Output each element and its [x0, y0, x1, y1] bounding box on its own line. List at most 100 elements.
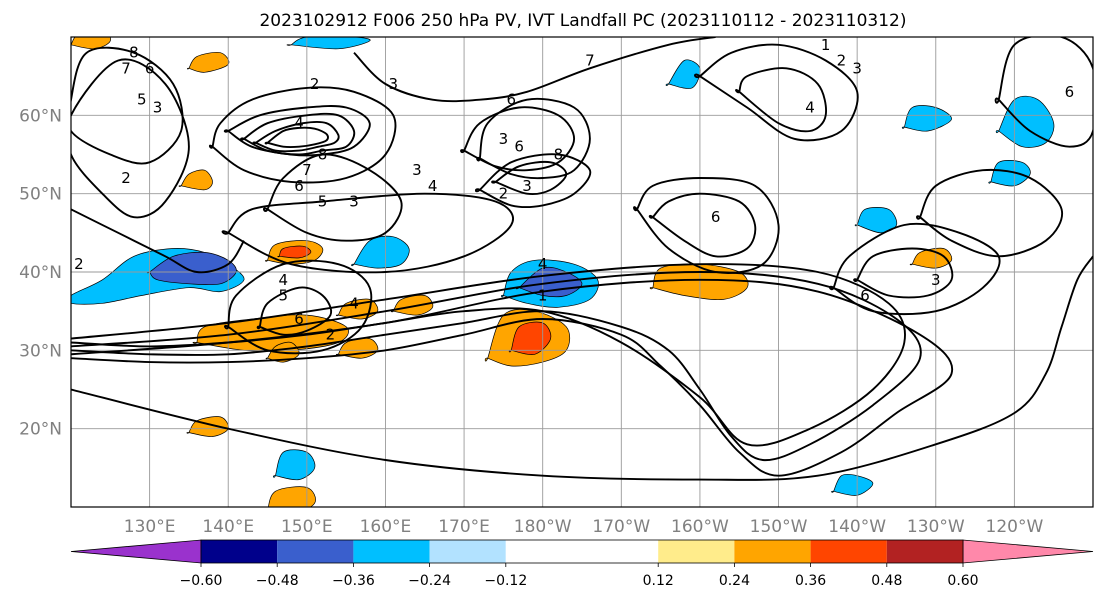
- contour-label-25: 3: [852, 59, 862, 77]
- ivt-contour-11: [491, 160, 568, 196]
- ivt-contour-0: [71, 278, 954, 477]
- ivt-contour-16: [694, 43, 859, 142]
- x-tick-label-10: 130°W: [907, 517, 965, 537]
- colorbar-tick-label-3: −0.24: [408, 573, 451, 589]
- ivt-contour-2: [71, 263, 906, 447]
- colorbar-extend-low: [70, 539, 202, 564]
- ivt-contour-13: [648, 192, 757, 258]
- ivt-contour-19: [256, 286, 333, 336]
- colorbar-tick-label-7: 0.36: [795, 573, 826, 589]
- pv-anomaly-region-1: [147, 251, 237, 286]
- ivt-contour-20: [224, 259, 373, 355]
- ivt-contour-15: [735, 67, 827, 133]
- x-tick-label-4: 170°E: [438, 517, 490, 537]
- ivt-contour-22: [853, 247, 954, 299]
- colorbar-bin-1: [277, 540, 354, 563]
- contour-label-18: 3: [499, 130, 509, 148]
- pv-anomaly-region-28: [178, 169, 213, 191]
- chart-title: 2023102912 F006 250 hPa PV, IVT Landfall…: [259, 11, 906, 31]
- contour-label-15: 4: [428, 177, 438, 195]
- ivt-contour-3: [71, 255, 1093, 481]
- x-tick-label-9: 140°W: [828, 517, 886, 537]
- contour-label-20: 2: [499, 185, 509, 203]
- colorbar-bin-2: [353, 540, 430, 563]
- contour-label-9: 6: [294, 177, 304, 195]
- y-tick-labels: 20°N 30°N 40°N 50°N 60°N: [19, 106, 62, 439]
- contour-label-21: 3: [522, 177, 532, 195]
- colorbar-tick-label-8: 0.48: [871, 573, 902, 589]
- x-tick-label-3: 160°E: [360, 517, 412, 537]
- pv-anomaly-region-9: [286, 37, 371, 50]
- contour-label-16: 6: [506, 91, 516, 109]
- ivt-contour-28: [71, 208, 245, 274]
- ivt-contour-10: [476, 97, 591, 180]
- contour-label-28: 4: [538, 255, 548, 273]
- colorbar-tick-label-5: 0.12: [643, 573, 674, 589]
- ivt-contour-26: [71, 58, 190, 219]
- x-tick-label-8: 150°W: [750, 517, 808, 537]
- ivt-contour-6: [252, 121, 340, 153]
- colorbar-bin-6: [734, 540, 811, 563]
- contour-label-26: 4: [805, 99, 815, 117]
- contour-label-8: 7: [302, 161, 312, 179]
- x-tick-label-0: 130°E: [124, 517, 176, 537]
- contour-label-32: 6: [294, 310, 304, 328]
- contour-label-11: 3: [349, 193, 359, 211]
- ivt-contour-12: [474, 153, 592, 209]
- contour-label-34: 4: [278, 271, 288, 289]
- contour-label-12: 3: [412, 161, 422, 179]
- ivt-contours-layer: [71, 37, 1093, 481]
- contour-label-10: 5: [318, 193, 328, 211]
- ivt-contour-14: [633, 177, 780, 274]
- colorbar-frame: [200, 539, 964, 564]
- contour-label-22: 7: [585, 52, 595, 70]
- contour-label-29: 1: [538, 287, 548, 305]
- ivt-contour-7: [264, 126, 329, 149]
- y-tick-label-4: 60°N: [19, 106, 62, 126]
- contour-label-36: 3: [931, 271, 941, 289]
- x-tick-labels: 130°E 140°E 150°E 160°E 170°E 180°W 170°W 160°W…: [124, 517, 1044, 537]
- ivt-contour-27: [353, 37, 716, 103]
- ivt-contour-21: [829, 222, 1001, 316]
- contour-label-4: 3: [153, 99, 163, 117]
- contour-label-0: 8: [129, 44, 139, 62]
- contour-label-14: 3: [389, 75, 399, 93]
- ivt-contour-1: [71, 271, 922, 462]
- contour-label-3: 5: [137, 91, 147, 109]
- colorbar-tick-label-1: −0.48: [256, 573, 299, 589]
- colorbar-bin-3: [429, 540, 506, 563]
- contour-label-35: 2: [74, 255, 84, 273]
- contour-label-23: 1: [821, 36, 831, 54]
- contour-label-30: 2: [326, 326, 336, 344]
- colorbar-bin-4: [505, 540, 659, 563]
- colorbar-bin-7: [810, 540, 887, 563]
- contour-label-13: 2: [310, 75, 320, 93]
- pv-anomaly-region-11: [665, 59, 701, 89]
- x-tick-label-2: 150°E: [281, 517, 333, 537]
- ivt-contour-17: [263, 153, 403, 242]
- ivt-contour-5: [240, 112, 356, 156]
- contour-label-24: 2: [837, 52, 847, 70]
- contour-label-7: 8: [318, 146, 328, 164]
- colorbar-bin-0: [201, 540, 278, 563]
- contour-label-31: 4: [349, 294, 359, 312]
- colorbar-tick-label-4: −0.12: [484, 573, 527, 589]
- contour-label-2: 6: [145, 59, 155, 77]
- pv-anomaly-region-24: [71, 37, 111, 50]
- colorbar: −0.60 −0.48 −0.36 −0.24 −0.12 0.12 0.24 0.36 0.4…: [70, 539, 1094, 589]
- ivt-contour-24: [994, 37, 1093, 148]
- pv-anomaly-region-23: [187, 52, 230, 73]
- x-tick-label-1: 140°E: [202, 517, 254, 537]
- contour-label-33: 5: [278, 287, 288, 305]
- colorbar-tick-label-9: 0.60: [947, 573, 978, 589]
- contour-label-27: 6: [711, 208, 721, 226]
- ivt-contour-8: [208, 86, 397, 184]
- contour-label-6: 4: [294, 114, 304, 132]
- ivt-contour-25: [71, 46, 184, 165]
- y-tick-label-2: 40°N: [19, 263, 62, 283]
- y-tick-label-0: 20°N: [19, 420, 62, 440]
- contour-label-1: 7: [121, 59, 131, 77]
- contour-label-38: 6: [1065, 83, 1075, 101]
